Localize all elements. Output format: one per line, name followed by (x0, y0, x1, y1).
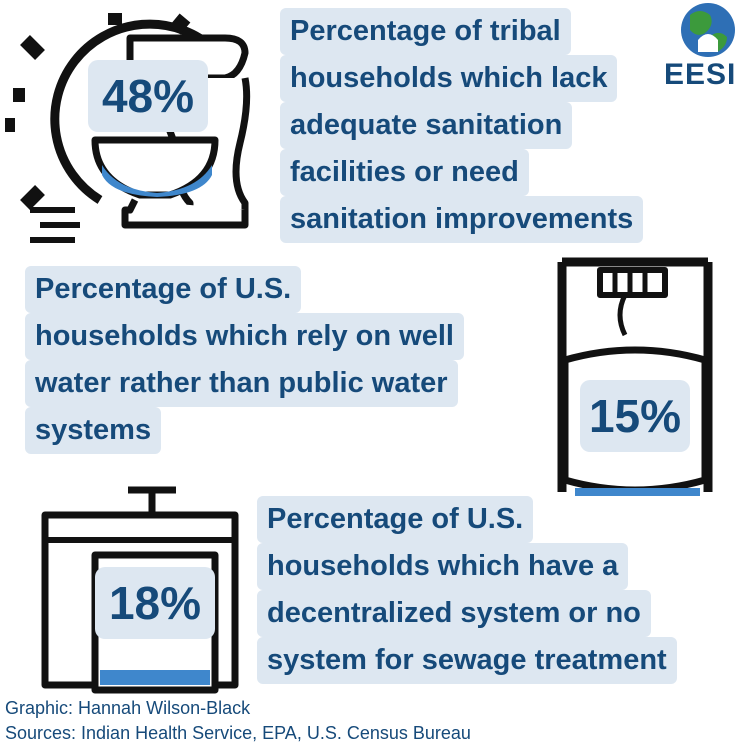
text-line-label: decentralized system or no (257, 590, 651, 637)
text-line: Percentage of U.S. (257, 496, 677, 543)
text-line: facilities or need (280, 149, 643, 196)
credit-graphic: Graphic: Hannah Wilson-Black (5, 698, 251, 718)
text-line: households which rely on well (25, 313, 464, 360)
stat-value: 15% (580, 380, 690, 452)
text-line: sanitation improvements (280, 196, 644, 243)
text-line-label: households which rely on well (25, 313, 464, 360)
stat-text: Percentage of U.S. households which have … (257, 496, 677, 684)
stat-text: Percentage of tribal households which lac… (280, 8, 644, 243)
credit-sources: Sources: Indian Health Service, EPA, U.S… (5, 723, 471, 743)
stat-value: 18% (95, 567, 215, 639)
text-line: adequate sanitation (280, 102, 643, 149)
text-line-label: water rather than public water (25, 360, 458, 407)
text-line: households which have a (257, 543, 677, 590)
stat-value: 48% (88, 60, 208, 132)
text-line: water rather than public water (25, 360, 464, 407)
text-line: decentralized system or no (257, 590, 677, 637)
text-line-label: sanitation improvements (280, 196, 644, 243)
text-line: system for sewage treatment (257, 637, 677, 684)
text-line-label: Percentage of tribal (280, 8, 571, 55)
text-line-label: system for sewage treatment (257, 637, 677, 684)
text-line: households which lack (280, 55, 643, 102)
text-line-label: households which lack (280, 55, 618, 102)
logo-text: EESI (664, 58, 737, 91)
text-line-label: facilities or need (280, 149, 529, 196)
text-line: systems (25, 407, 464, 454)
text-line-label: Percentage of U.S. (25, 266, 302, 313)
text-line-label: adequate sanitation (280, 102, 573, 149)
text-line: Percentage of tribal (280, 8, 643, 55)
text-line-label: households which have a (257, 543, 629, 590)
text-line: Percentage of U.S. (25, 266, 464, 313)
stat-text: Percentage of U.S. households which rely … (25, 266, 464, 454)
text-line-label: systems (25, 407, 162, 454)
text-line-label: Percentage of U.S. (257, 496, 534, 543)
